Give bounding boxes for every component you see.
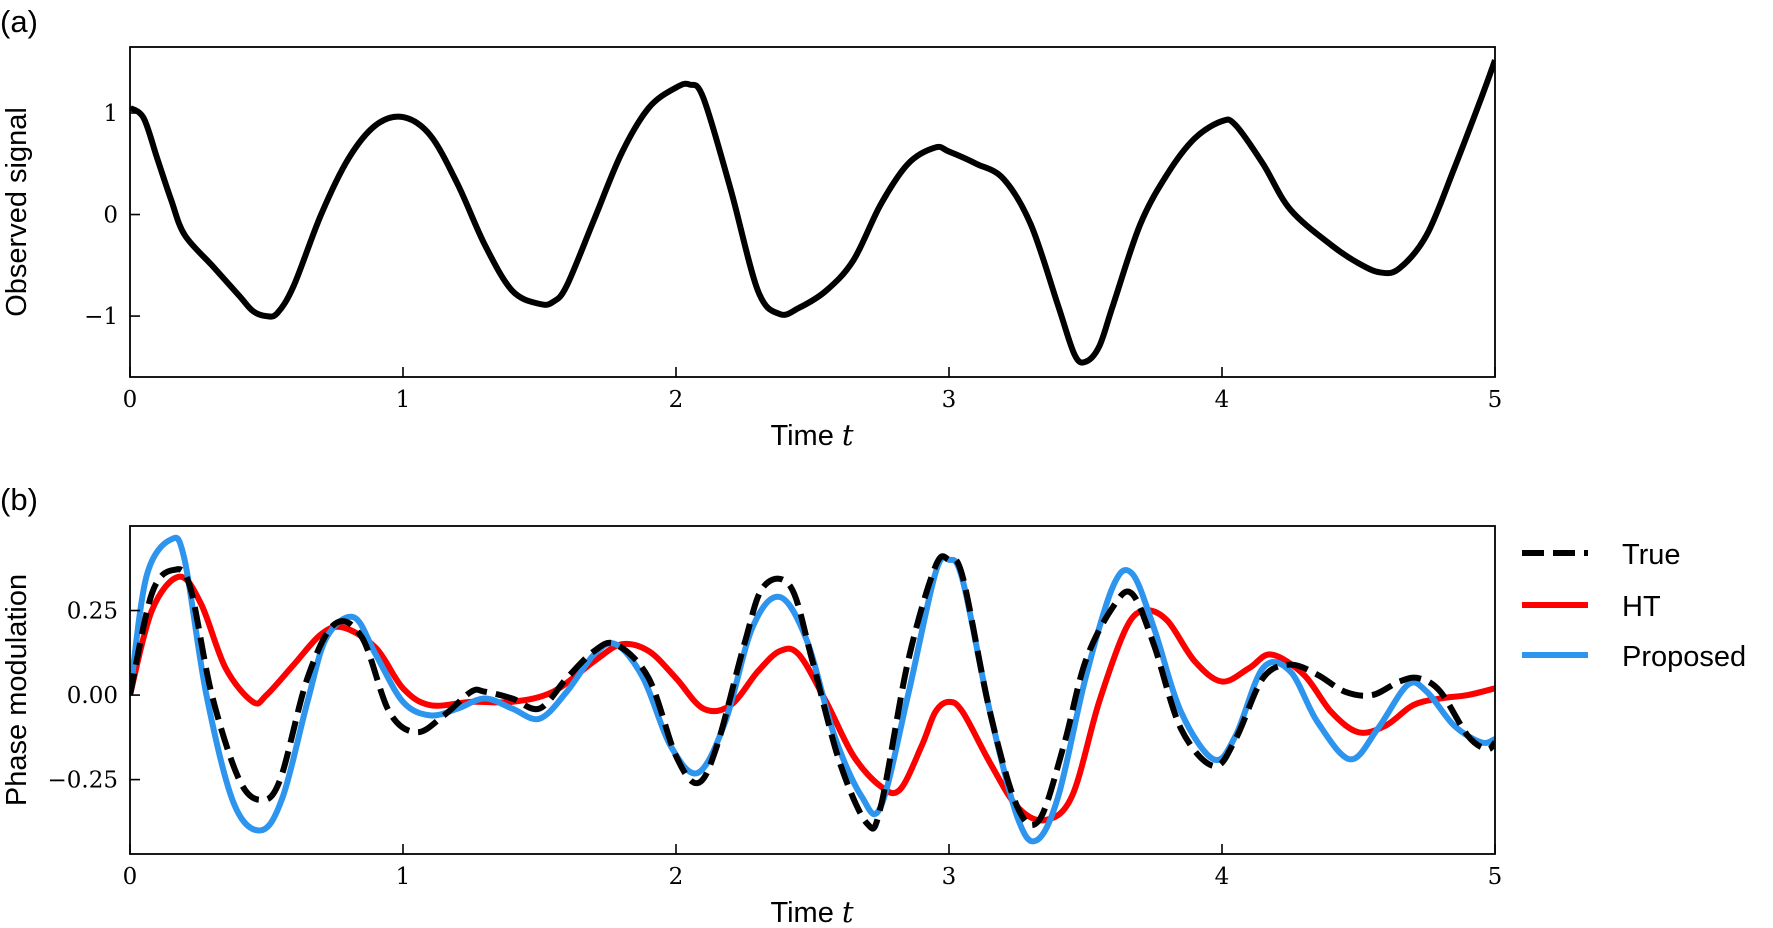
legend-label-proposed: Proposed [1622, 641, 1746, 673]
panel-b-series-group [130, 534, 1495, 845]
panel-a-plot-frame [129, 46, 1496, 378]
panel-b-series-true-line [130, 553, 1495, 832]
legend-entry-proposed: Proposed [1522, 641, 1746, 673]
panel-label-b: (b) [0, 482, 38, 517]
panel-a-y-ticks: −1 0 1 [84, 101, 140, 330]
legend-entry-ht: HT [1522, 591, 1661, 623]
panel-b-series-ht-line [130, 573, 1495, 824]
panel-b-y-tick-label: 0.25 [67, 599, 118, 625]
panel-a-y-axis-label: Observed signal [1, 107, 33, 317]
panel-b-x-tick-label: 3 [942, 864, 957, 890]
legend-label-ht: HT [1622, 591, 1661, 623]
panel-b-y-tick-label: 0.00 [67, 683, 118, 709]
legend-label-true: True [1622, 539, 1681, 571]
panel-b-plot-frame [129, 525, 1496, 855]
panel-b-x-tick-label: 5 [1488, 864, 1503, 890]
panel-b-x-tick-label: 0 [123, 864, 138, 890]
legend: True HT Proposed [1522, 539, 1746, 673]
panel-a-observed-signal: (a) 0 1 2 3 4 5 −1 0 1 Time t Observed signal [0, 4, 1502, 452]
panel-a-x-tick-label: 1 [396, 387, 411, 413]
legend-entry-true: True [1522, 539, 1681, 571]
panel-b-x-tick-label: 2 [669, 864, 684, 890]
panel-a-y-tick-label: 1 [103, 101, 118, 127]
panel-b-series-proposed-line [130, 534, 1495, 845]
panel-b-y-tick-label: −0.25 [48, 768, 118, 794]
panel-a-y-tick-label: −1 [84, 304, 118, 330]
panel-b-y-ticks: −0.25 0.00 0.25 [48, 599, 140, 794]
panel-a-series-group [130, 59, 1495, 366]
panel-b-phase-modulation: (b) 0 1 2 3 4 5 −0.25 0.00 0.25 Time t Phase mo… [0, 482, 1746, 928]
panel-a-x-ticks: 0 1 2 3 4 5 [123, 367, 1503, 413]
panel-a-x-tick-label: 3 [942, 387, 957, 413]
panel-a-x-tick-label: 2 [669, 387, 684, 413]
panel-a-x-tick-label: 4 [1215, 387, 1230, 413]
panel-a-series-signal-line [130, 59, 1495, 366]
panel-b-y-axis-label: Phase modulation [1, 574, 33, 806]
panel-b-x-ticks: 0 1 2 3 4 5 [123, 844, 1503, 890]
panel-b-x-axis-label: Time t [770, 895, 853, 928]
panel-a-x-axis-label: Time t [770, 418, 853, 452]
panel-a-x-tick-label: 0 [123, 387, 138, 413]
panel-label-a: (a) [0, 4, 38, 39]
panel-b-x-tick-label: 1 [396, 864, 411, 890]
panel-b-x-tick-label: 4 [1215, 864, 1230, 890]
panel-a-y-tick-label: 0 [103, 203, 118, 229]
panel-a-x-tick-label: 5 [1488, 387, 1503, 413]
